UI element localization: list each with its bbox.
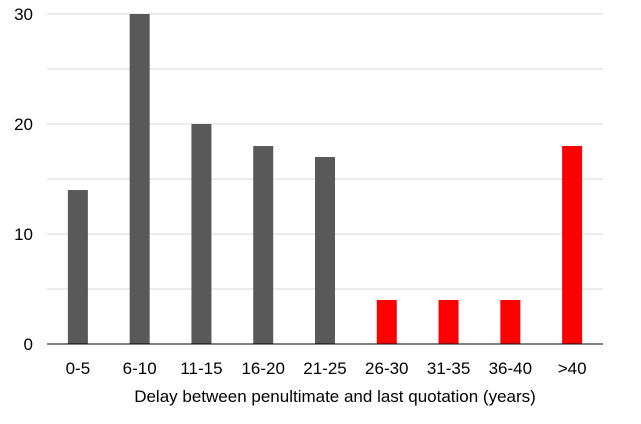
x-axis-title: Delay between penultimate and last quota… xyxy=(134,387,536,406)
x-tick-label: 11-15 xyxy=(180,359,222,378)
bar-16-20 xyxy=(253,146,274,344)
y-axis-ticks: 0 10 20 30 xyxy=(14,5,33,354)
x-tick-label: 16-20 xyxy=(241,359,284,378)
bar-31-35 xyxy=(438,300,459,344)
bar-26-30 xyxy=(376,300,397,344)
bar-11-15 xyxy=(191,124,212,344)
x-tick-label: 31-35 xyxy=(427,359,470,378)
x-tick-label: >40 xyxy=(558,359,587,378)
y-tick-label: 10 xyxy=(14,225,33,244)
x-tick-label: 0-5 xyxy=(66,359,91,378)
y-tick-label: 20 xyxy=(14,115,33,134)
bar-6-10 xyxy=(129,14,150,344)
bar-36-40 xyxy=(500,300,521,344)
x-tick-label: 21-25 xyxy=(303,359,346,378)
x-tick-label: 36-40 xyxy=(489,359,532,378)
x-axis-ticks: 0-5 6-10 11-15 16-20 21-25 26-30 31-35 36-40 >40 xyxy=(66,359,587,378)
x-tick-label: 6-10 xyxy=(123,359,157,378)
bar-21-25 xyxy=(315,157,335,344)
bar->40 xyxy=(562,146,583,344)
y-tick-label: 0 xyxy=(24,335,33,354)
bar-0-5 xyxy=(67,190,88,344)
bars xyxy=(67,14,583,344)
x-tick-label: 26-30 xyxy=(365,359,408,378)
y-tick-label: 30 xyxy=(14,5,33,24)
